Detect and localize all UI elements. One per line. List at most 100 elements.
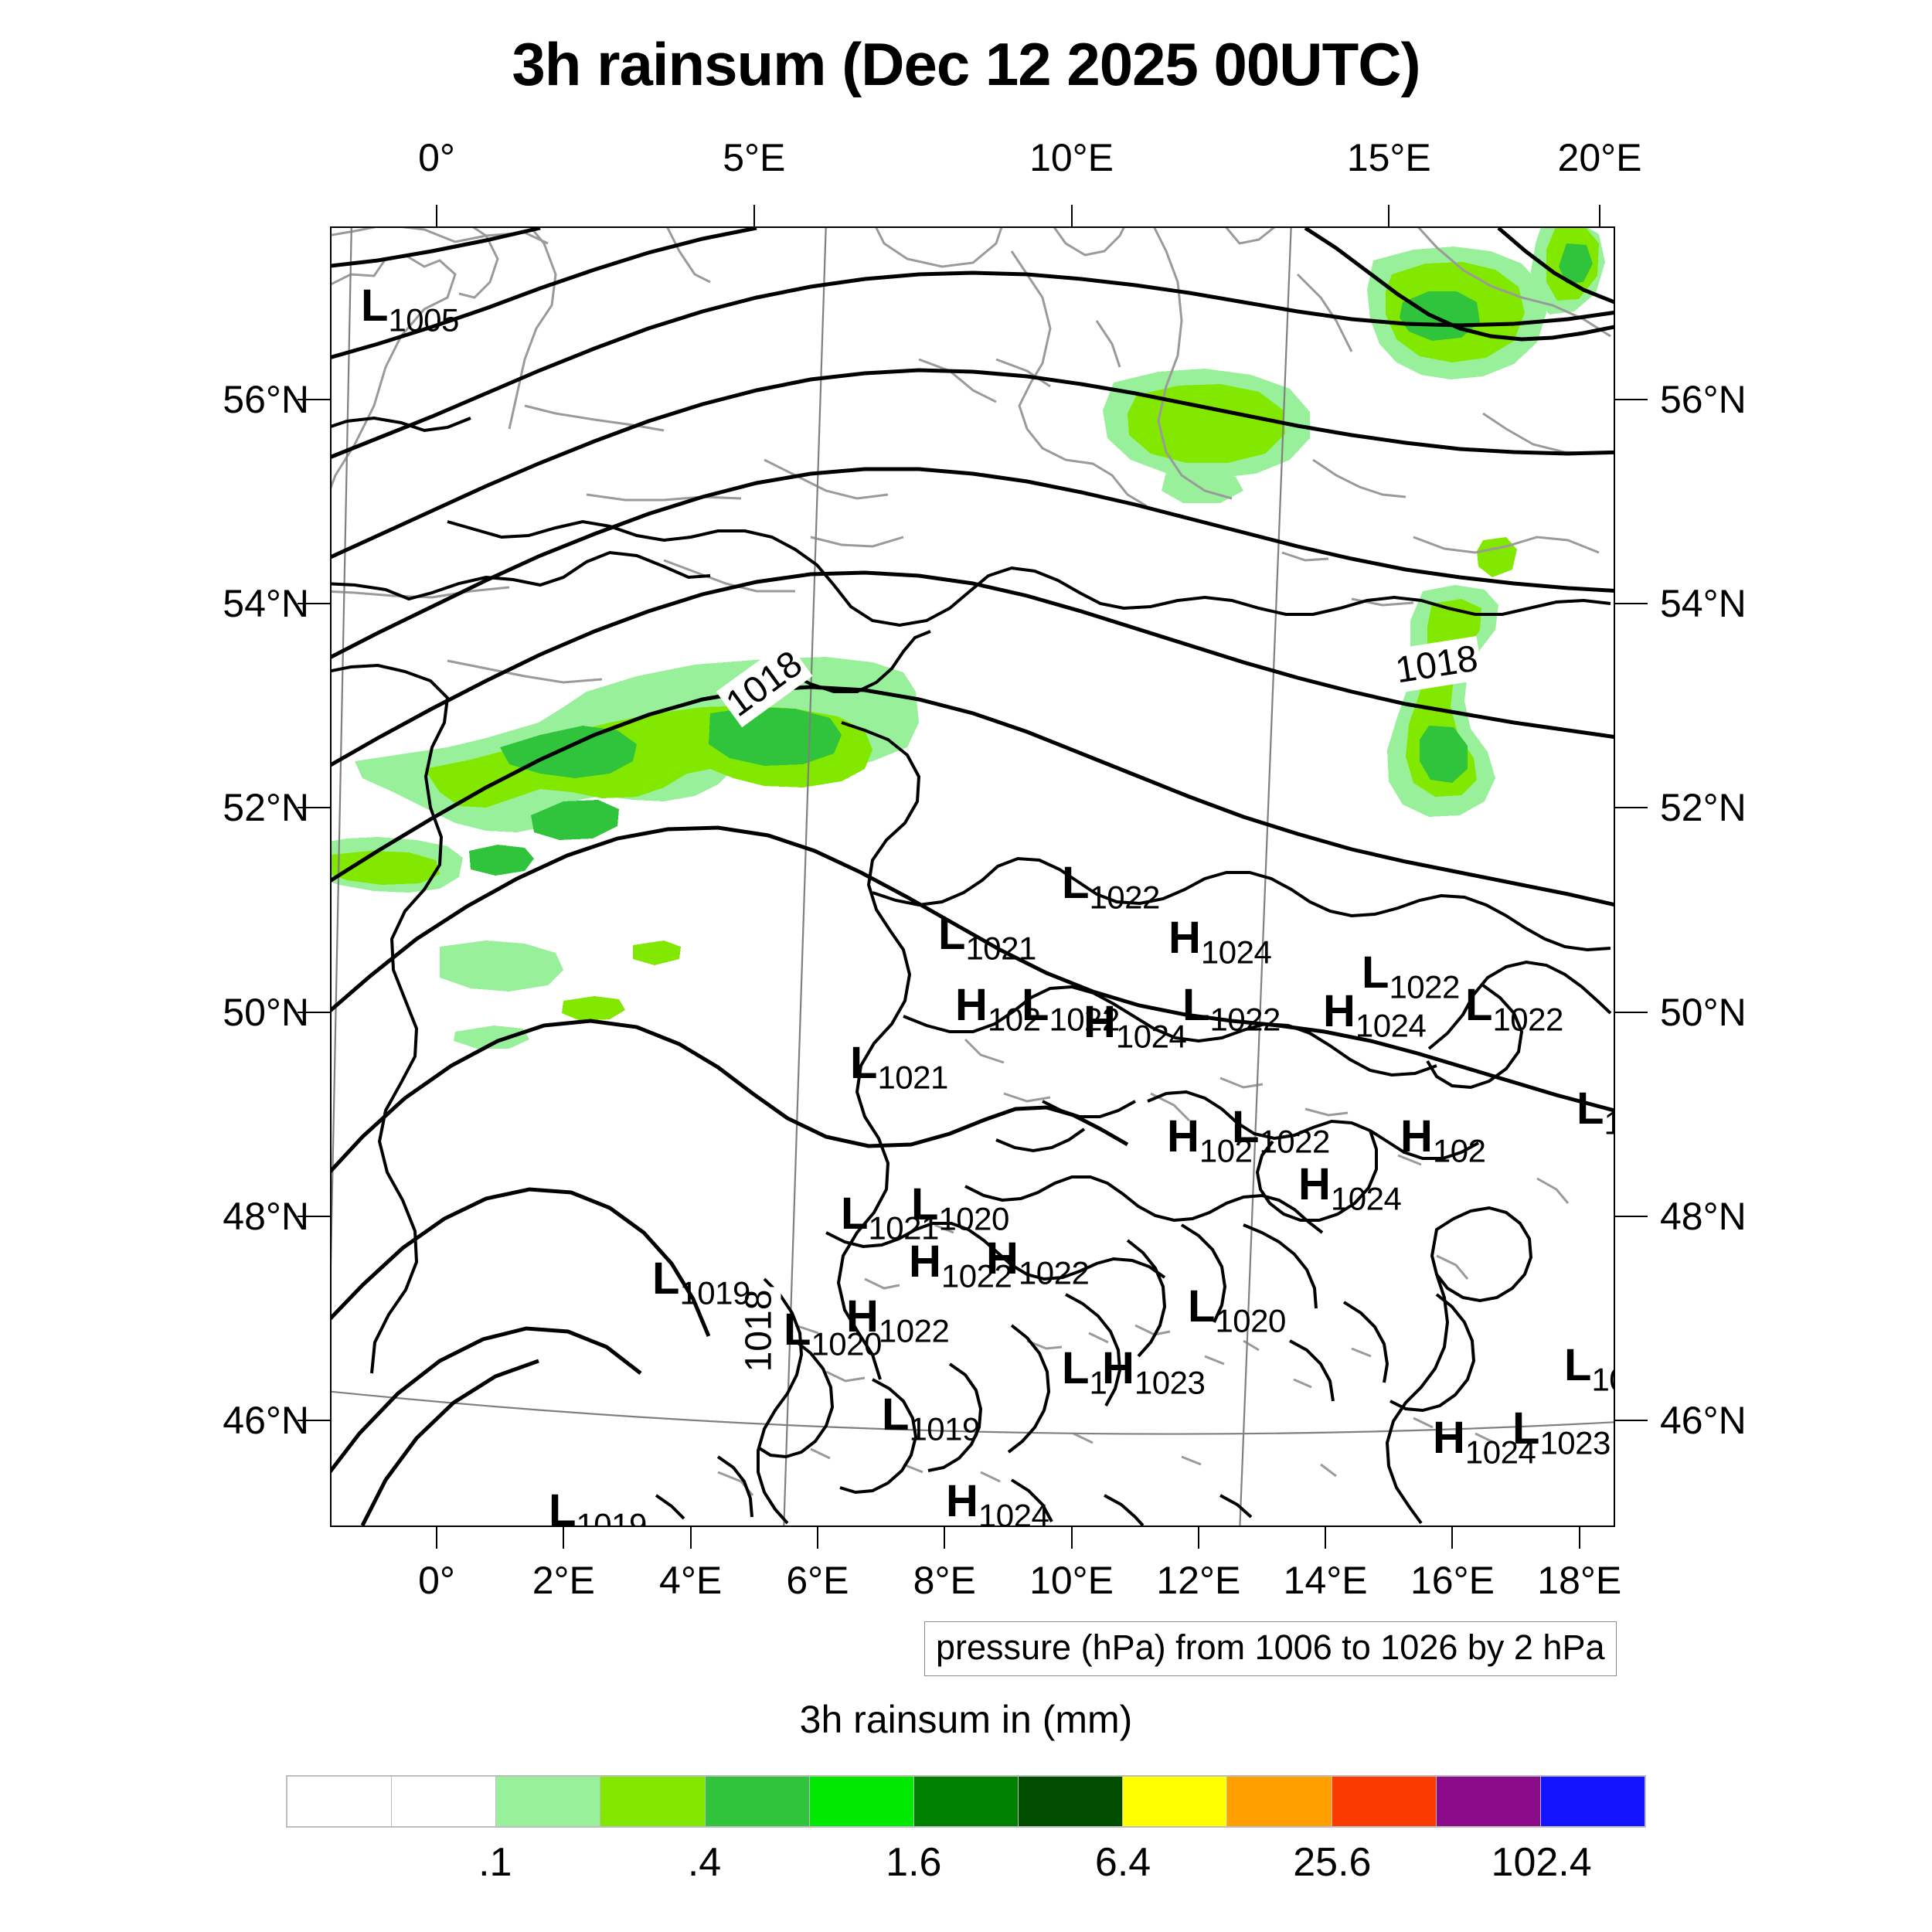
pressure-value: 1024: [1200, 934, 1272, 971]
pressure-symbol: H: [1102, 1343, 1134, 1393]
lon-label-bottom-2: 4°E: [659, 1559, 723, 1602]
pressure-symbol: L: [882, 1389, 910, 1440]
lon-label-top-1: 5°E: [723, 136, 786, 179]
pressure-symbol: H: [1323, 986, 1355, 1036]
high-pressure-marker-9: H1024: [1323, 986, 1427, 1044]
lat-tick-left-3: [298, 1011, 330, 1013]
low-pressure-marker-13: L1022: [1232, 1105, 1330, 1158]
low-pressure-marker-20: L1019: [652, 1257, 750, 1309]
low-pressure-marker-8: L1022: [1182, 983, 1281, 1036]
colorbar-cell-3[interactable]: [600, 1777, 706, 1826]
colorbar-title: 3h rainsum in (mm): [799, 1698, 1133, 1741]
high-pressure-marker-5: H102: [955, 980, 1041, 1038]
low-pressure-marker-32: L10: [1577, 1087, 1614, 1141]
colorbar-tick-6.4: 6.4: [1094, 1840, 1151, 1885]
colorbar-cell-8[interactable]: [1123, 1777, 1228, 1826]
pressure-value: 1021: [877, 1059, 948, 1096]
lon-tick-top-1: [753, 205, 755, 226]
low-pressure-marker-1: L1022: [1062, 861, 1160, 913]
colorbar-cell-6[interactable]: [913, 1777, 1019, 1826]
low-pressure-marker-24: L1: [1062, 1346, 1107, 1399]
pressure-value: 1024: [1355, 1007, 1427, 1044]
pressure-value: 1022: [1018, 1254, 1090, 1291]
pressure-symbol: H: [909, 1236, 941, 1287]
colorbar-cell-5[interactable]: [809, 1777, 914, 1826]
lon-label-bottom-5: 10°E: [1029, 1559, 1114, 1602]
high-pressure-marker-22: H1022: [846, 1294, 950, 1347]
pressure-value: 10: [1604, 1104, 1614, 1141]
lat-tick-right-3: [1615, 1011, 1648, 1013]
colorbar-cell-7[interactable]: [1019, 1777, 1124, 1826]
low-pressure-marker-16: L1021: [841, 1192, 939, 1244]
pressure-value: 102: [987, 1001, 1041, 1038]
lon-label-bottom-8: 16°E: [1410, 1559, 1495, 1602]
pressure-value: 1022: [1492, 1001, 1563, 1038]
pressure-symbol: L: [1062, 858, 1090, 908]
lon-label-bottom-0: 0°: [418, 1559, 455, 1602]
high-pressure-marker-3: H1024: [1168, 913, 1272, 971]
lat-tick-left-4: [298, 1215, 330, 1217]
lat-label-left-1: 54°N: [223, 582, 309, 626]
high-pressure-marker-12: H102: [1167, 1114, 1253, 1169]
colorbar-cell-2[interactable]: [496, 1777, 601, 1826]
colorbar-cell-11[interactable]: [1436, 1777, 1541, 1826]
pressure-symbol: H: [955, 980, 988, 1030]
pressure-symbol: H: [946, 1476, 978, 1526]
low-pressure-marker-29: L1023: [1512, 1406, 1611, 1459]
lon-tick-top-2: [1070, 205, 1073, 226]
pressure-symbol: L: [1465, 980, 1493, 1030]
pressure-value: 1024: [1330, 1180, 1402, 1217]
colorbar-cell-10[interactable]: [1332, 1777, 1437, 1826]
pressure-value: 1022: [1089, 879, 1160, 916]
colorbar-tick-102.4: 102.4: [1491, 1840, 1592, 1885]
pressure-symbol: L: [1022, 980, 1049, 1030]
pressure-legend-text: pressure (hPa) from 1006 to 1026 by 2 hP…: [936, 1628, 1605, 1667]
pressure-symbol: L: [1577, 1083, 1604, 1134]
pressure-value: 102: [1199, 1132, 1253, 1169]
coastlines: [332, 228, 1611, 1496]
lat-label-right-0: 56°N: [1660, 377, 1747, 421]
pressure-value: 1020: [811, 1325, 882, 1362]
colorbar-cell-12[interactable]: [1540, 1777, 1645, 1826]
lon-label-bottom-6: 12°E: [1156, 1559, 1241, 1602]
lon-tick-bottom-5: [1070, 1527, 1073, 1549]
lat-tick-left-0: [298, 398, 330, 400]
pressure-symbol: L: [652, 1253, 680, 1304]
pressure-value: 1022: [1049, 1001, 1120, 1038]
low-pressure-marker-6: L1022: [1022, 983, 1120, 1036]
precip-region-baltic-mid: [1103, 369, 1310, 503]
pressure-value: 1020: [1215, 1302, 1286, 1339]
high-pressure-marker-28: H1024: [1433, 1416, 1536, 1468]
pressure-value: 1021: [868, 1209, 939, 1247]
colorbar-cell-1[interactable]: [392, 1777, 497, 1826]
pressure-symbol: H: [1298, 1159, 1331, 1209]
lon-tick-bottom-4: [944, 1527, 946, 1549]
lon-tick-top-0: [436, 205, 438, 226]
lon-tick-bottom-0: [436, 1527, 438, 1549]
colorbar-cell-9[interactable]: [1227, 1777, 1332, 1826]
pressure-value: 1: [1089, 1364, 1107, 1401]
pressure-legend-box: pressure (hPa) from 1006 to 1026 by 2 hP…: [924, 1621, 1617, 1676]
pressure-symbol: L: [1182, 980, 1210, 1030]
lat-tick-left-2: [298, 807, 330, 809]
lat-tick-left-1: [298, 603, 330, 605]
map-plot-area[interactable]: 1018 1018 1018 L1005 L1022 L1021 H1024 L1022 H1…: [330, 226, 1615, 1527]
colorbar-cell-0[interactable]: [287, 1777, 393, 1826]
pressure-value: 1024: [1464, 1434, 1536, 1471]
pressure-symbol: H: [1433, 1413, 1465, 1463]
pressure-symbol: L: [784, 1304, 811, 1355]
lon-label-top-2: 10°E: [1029, 136, 1114, 179]
lat-label-right-1: 54°N: [1660, 582, 1747, 626]
lon-tick-top-3: [1388, 205, 1390, 226]
pressure-value: 1022: [940, 1257, 1012, 1294]
high-pressure-marker-19: H1022: [986, 1236, 1090, 1291]
pressure-symbol: H: [1168, 913, 1201, 963]
colorbar[interactable]: [286, 1775, 1646, 1828]
lat-label-left-3: 50°N: [223, 990, 309, 1034]
lon-tick-bottom-9: [1578, 1527, 1580, 1549]
page-title: 3h rainsum (Dec 12 2025 00UTC): [512, 30, 1420, 98]
lon-tick-bottom-2: [689, 1527, 692, 1549]
colorbar-tick-1.6: 1.6: [886, 1840, 942, 1885]
colorbar-cell-4[interactable]: [705, 1777, 810, 1826]
lat-tick-right-5: [1615, 1419, 1648, 1421]
